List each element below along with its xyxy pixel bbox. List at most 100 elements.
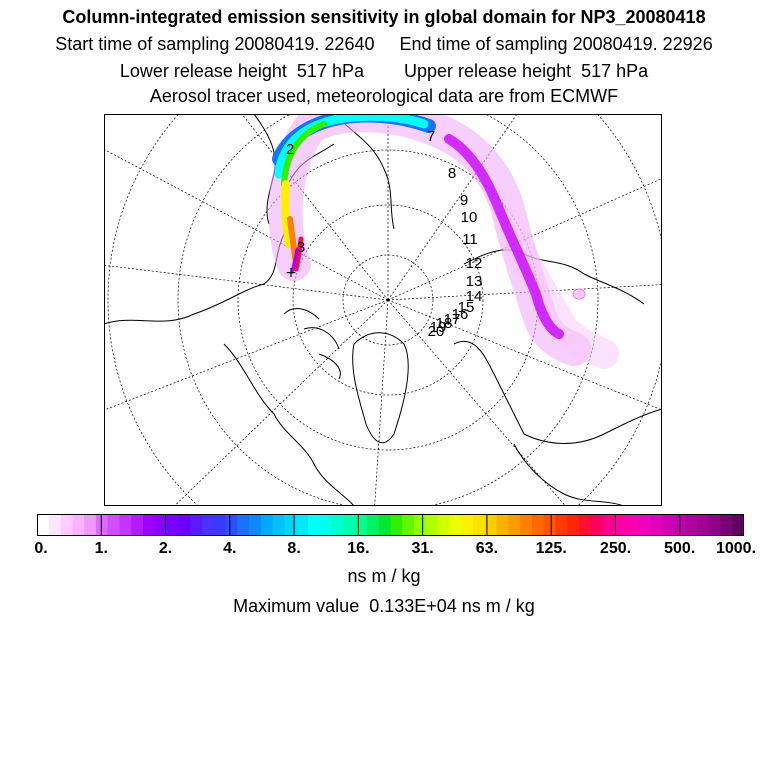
color-cell xyxy=(95,514,109,536)
coast-europe xyxy=(513,443,625,506)
color-cell xyxy=(190,514,203,536)
color-cell xyxy=(661,514,674,536)
color-cell xyxy=(637,514,651,536)
color-cell xyxy=(402,514,415,536)
color-cell xyxy=(72,514,85,536)
color-cell xyxy=(284,514,297,536)
color-cell xyxy=(567,514,580,536)
color-cell xyxy=(720,514,733,536)
release-height-line: Lower release height 517 hPa Upper relea… xyxy=(119,61,649,81)
plume-cyan-band xyxy=(274,114,429,179)
tracer-source-line: Aerosol tracer used, meteorological data… xyxy=(149,86,619,106)
color-cell xyxy=(60,514,73,536)
color-cell xyxy=(331,514,344,536)
lat-circle-80 xyxy=(342,254,434,346)
color-scale-separators xyxy=(100,514,681,536)
day-label-8: 8 xyxy=(448,165,456,182)
emission-plume xyxy=(268,114,619,369)
plot-title: Column-integrated emission sensitivity i… xyxy=(62,7,706,27)
color-cell xyxy=(649,514,663,536)
color-scale-tick-label: 4. xyxy=(223,540,237,557)
color-scale-tick-label: 250. xyxy=(599,540,632,557)
day-label-19: 19 xyxy=(430,319,447,336)
color-cell xyxy=(626,514,639,536)
color-cell xyxy=(166,514,179,536)
color-cell xyxy=(178,514,191,536)
color-cell xyxy=(378,514,392,536)
color-cell xyxy=(355,514,368,536)
day-label-14: 14 xyxy=(466,288,483,305)
color-cell xyxy=(237,514,250,536)
coast-eurasia xyxy=(453,340,662,444)
units-label: ns m / kg xyxy=(347,566,421,586)
color-cell xyxy=(272,514,286,536)
meridians xyxy=(104,114,662,506)
color-cell xyxy=(225,514,238,536)
day-label-16: 16 xyxy=(452,306,469,323)
color-scale-tick-label: 2. xyxy=(158,540,173,557)
latitude-circles xyxy=(107,114,662,506)
day-label-13: 13 xyxy=(466,273,483,290)
day-label-17: 17 xyxy=(444,311,461,328)
color-cell xyxy=(555,514,568,536)
color-cell xyxy=(543,514,557,536)
color-cell xyxy=(414,514,427,536)
color-cell xyxy=(296,514,309,536)
color-scale-tick-label: 0. xyxy=(34,540,48,557)
color-cell xyxy=(425,514,439,536)
coast-hudson xyxy=(223,343,355,506)
color-scale-tick-label: 500. xyxy=(664,540,696,557)
color-scale-tick-label: 63. xyxy=(475,540,499,557)
color-cell xyxy=(461,514,474,536)
color-cell xyxy=(119,514,132,536)
color-scale-tick-label: 1. xyxy=(94,540,108,557)
color-cell xyxy=(520,514,533,536)
color-scale-frame xyxy=(37,514,744,536)
lat-circle-70 xyxy=(292,204,484,396)
color-cell xyxy=(213,514,227,536)
color-cell xyxy=(508,514,521,536)
lat-circle-40 xyxy=(107,114,662,506)
day-label-7: 7 xyxy=(427,128,435,145)
color-cell xyxy=(685,514,698,536)
color-cell xyxy=(390,514,403,536)
color-scale-tick-label: 125. xyxy=(535,540,567,557)
color-scale-bar xyxy=(37,514,744,536)
color-cell xyxy=(614,514,627,536)
map-frame xyxy=(104,114,662,506)
color-cell xyxy=(84,514,97,536)
day-label-11: 11 xyxy=(462,231,478,248)
color-cell xyxy=(579,514,592,536)
lat-circle-50 xyxy=(177,114,599,506)
color-cell xyxy=(154,514,168,536)
day-label-12: 12 xyxy=(466,255,483,272)
sampling-time-line: Start time of sampling 20080419. 22640 E… xyxy=(55,34,713,54)
color-cell xyxy=(249,514,262,536)
day-label-18: 18 xyxy=(436,315,453,332)
coast-siberia xyxy=(463,249,645,305)
color-cell xyxy=(366,514,380,536)
color-scale-tick-label: 8. xyxy=(287,540,301,557)
coast-arctic-islands xyxy=(283,308,341,380)
day-label-9: 9 xyxy=(460,192,468,209)
coastlines xyxy=(104,114,662,506)
color-cell xyxy=(531,514,545,536)
plume-yellow-band xyxy=(281,180,293,248)
color-cell xyxy=(107,514,121,536)
day-label-20: 20 xyxy=(428,323,445,340)
day-label-2: 2 xyxy=(286,141,294,158)
color-cell xyxy=(732,514,744,536)
release-point-marker: + xyxy=(285,265,297,281)
color-scale-cells xyxy=(37,514,744,536)
maximum-value-label: Maximum value 0.133E+04 ns m / kg xyxy=(233,596,535,616)
day-labels: 2 3 7 8 9 10 11 12 13 14 15 16 17 18 19 … xyxy=(286,128,483,340)
color-cell xyxy=(472,514,486,536)
color-scale-tick-label: 16. xyxy=(347,540,370,557)
color-scale-tick-label: 1000. xyxy=(715,540,757,557)
plume-purple-core xyxy=(444,134,564,339)
plume-red-core xyxy=(293,236,304,272)
plume-patch-east xyxy=(572,288,586,300)
color-cell xyxy=(48,514,62,536)
color-cell xyxy=(201,514,215,536)
color-cell xyxy=(143,514,156,536)
